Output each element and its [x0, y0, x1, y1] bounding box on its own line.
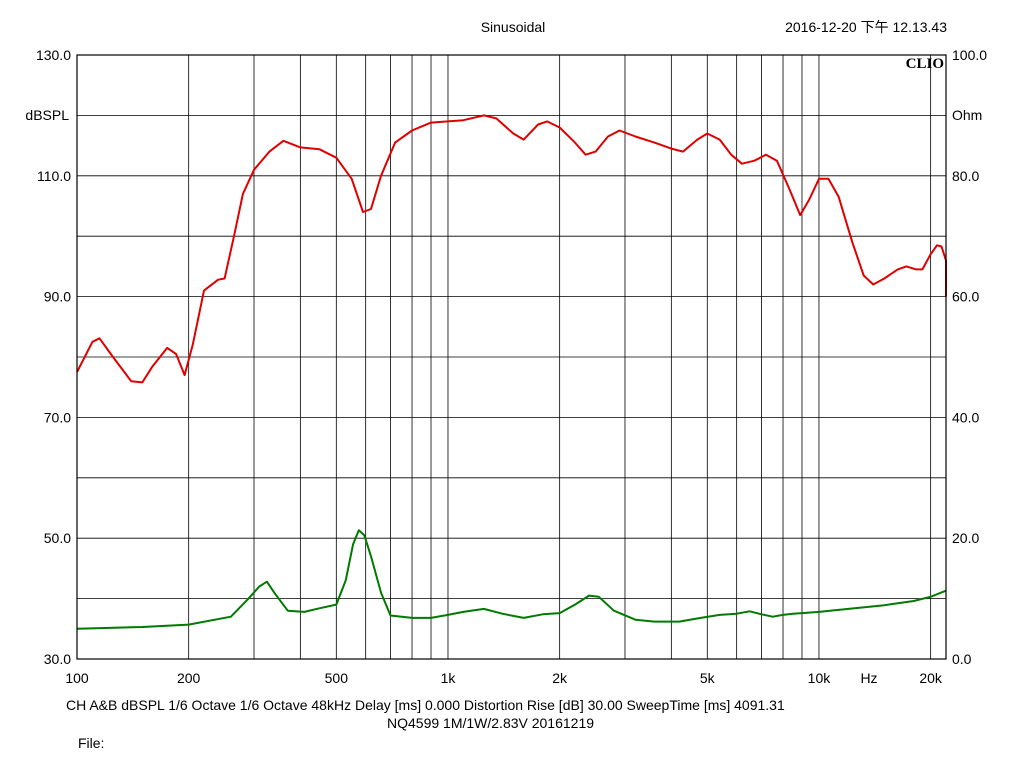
- x-tick-label: 2k: [552, 670, 568, 686]
- y-left-tick-label: 110.0: [37, 168, 71, 184]
- y-right-tick-label: 0.0: [952, 651, 972, 667]
- y-right-unit: Ohm: [952, 107, 982, 123]
- curves: [76, 114, 947, 630]
- tick-labels: 100 200 500 1k 2k 5k 10k 20k 30.0 50.0 70.0 90.0 110…: [36, 47, 987, 686]
- x-tick-label: 10k: [808, 670, 832, 686]
- x-tick-label: 200: [177, 670, 201, 686]
- spl-response-line: [76, 114, 947, 384]
- y-right-tick-label: 100.0: [952, 47, 987, 63]
- x-tick-label: 500: [325, 670, 349, 686]
- plot-frame: [76, 54, 947, 660]
- x-unit: Hz: [860, 670, 877, 686]
- y-left-tick-label: 50.0: [44, 530, 71, 546]
- x-tick-label: 1k: [441, 670, 457, 686]
- y-left-tick-label: 30.0: [44, 651, 71, 667]
- y-right-tick-label: 40.0: [952, 409, 979, 425]
- y-left-tick-label: 130.0: [36, 47, 71, 63]
- measurement-settings: CH A&B dBSPL 1/6 Octave 1/6 Octave 48kHz…: [66, 697, 785, 713]
- y-right-tick-label: 60.0: [952, 289, 979, 305]
- timestamp: 2016-12-20 下午 12.13.43: [785, 19, 947, 35]
- grid-lines: [77, 55, 946, 659]
- y-right-tick-label: 80.0: [952, 168, 979, 184]
- file-label: File:: [78, 735, 105, 751]
- y-left-unit: dBSPL: [25, 107, 69, 123]
- x-tick-label: 20k: [919, 670, 943, 686]
- x-tick-label: 100: [65, 670, 89, 686]
- y-right-tick-label: 20.0: [952, 530, 979, 546]
- chart-title: Sinusoidal: [481, 19, 546, 35]
- y-left-tick-label: 90.0: [44, 289, 71, 305]
- x-tick-label: 5k: [700, 670, 716, 686]
- impedance-line: [76, 529, 947, 630]
- clio-logo: CLIO: [906, 56, 944, 72]
- y-left-tick-label: 70.0: [44, 409, 71, 425]
- device-info: NQ4599 1M/1W/2.83V 20161219: [387, 715, 595, 731]
